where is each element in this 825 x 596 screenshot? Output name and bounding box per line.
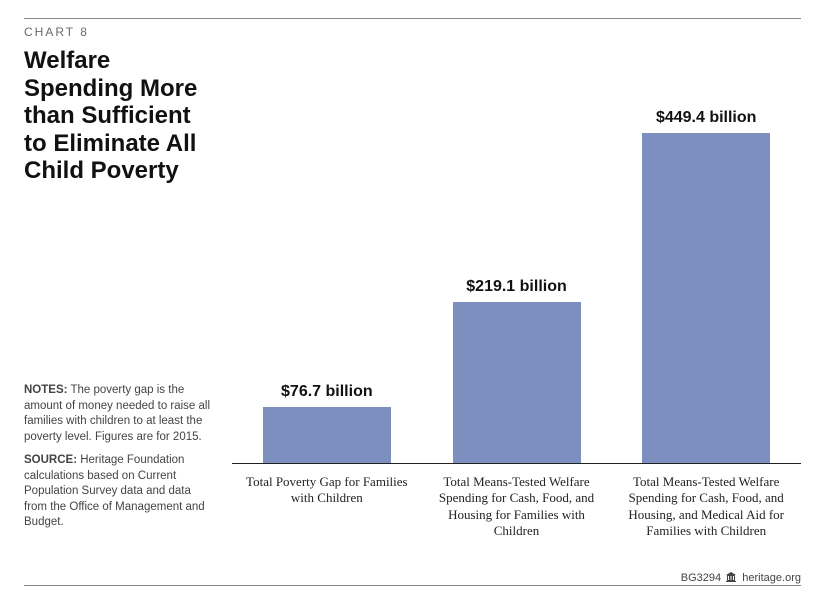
source-para: SOURCE: Heritage Foundation calculations… bbox=[24, 453, 216, 531]
chart-title: Welfare Spending More than Sufficient to… bbox=[24, 47, 216, 185]
bar bbox=[642, 133, 770, 463]
building-icon bbox=[726, 572, 736, 585]
chart-number: CHART 8 bbox=[24, 25, 801, 39]
footer-ref: BG3294 bbox=[681, 572, 721, 584]
chart-plot-area: $76.7 billion $219.1 billion $449.4 billio… bbox=[232, 106, 801, 464]
notes-label: NOTES: bbox=[24, 384, 67, 396]
top-rule bbox=[24, 18, 801, 19]
main-area: Welfare Spending More than Sufficient to… bbox=[24, 47, 801, 539]
bar-category-label: Total Means-Tested Welfare Spending for … bbox=[422, 474, 612, 539]
notes-block: NOTES: The poverty gap is the amount of … bbox=[24, 383, 216, 539]
bar-group-2: $449.4 billion bbox=[611, 109, 801, 463]
bar-group-1: $219.1 billion bbox=[422, 278, 612, 463]
notes-para: NOTES: The poverty gap is the amount of … bbox=[24, 383, 216, 445]
footer-text: BG3294 heritage.org bbox=[675, 572, 801, 585]
bar-value-label: $449.4 billion bbox=[656, 109, 756, 127]
bar-value-label: $219.1 billion bbox=[466, 278, 566, 296]
bar-category-label: Total Poverty Gap for Families with Chil… bbox=[232, 474, 422, 539]
chart-labels-row: Total Poverty Gap for Families with Chil… bbox=[232, 474, 801, 539]
footer-site: heritage.org bbox=[742, 572, 801, 584]
bar bbox=[263, 407, 391, 463]
bar-category-label: Total Means-Tested Welfare Spending for … bbox=[611, 474, 801, 539]
bar-group-0: $76.7 billion bbox=[232, 383, 422, 463]
bar bbox=[453, 302, 581, 463]
right-column: $76.7 billion $219.1 billion $449.4 billio… bbox=[232, 47, 801, 539]
left-column: Welfare Spending More than Sufficient to… bbox=[24, 47, 232, 539]
footer-rule: BG3294 heritage.org bbox=[24, 585, 801, 586]
bar-value-label: $76.7 billion bbox=[281, 383, 373, 401]
chart-container: CHART 8 Welfare Spending More than Suffi… bbox=[0, 0, 825, 596]
source-label: SOURCE: bbox=[24, 454, 77, 466]
